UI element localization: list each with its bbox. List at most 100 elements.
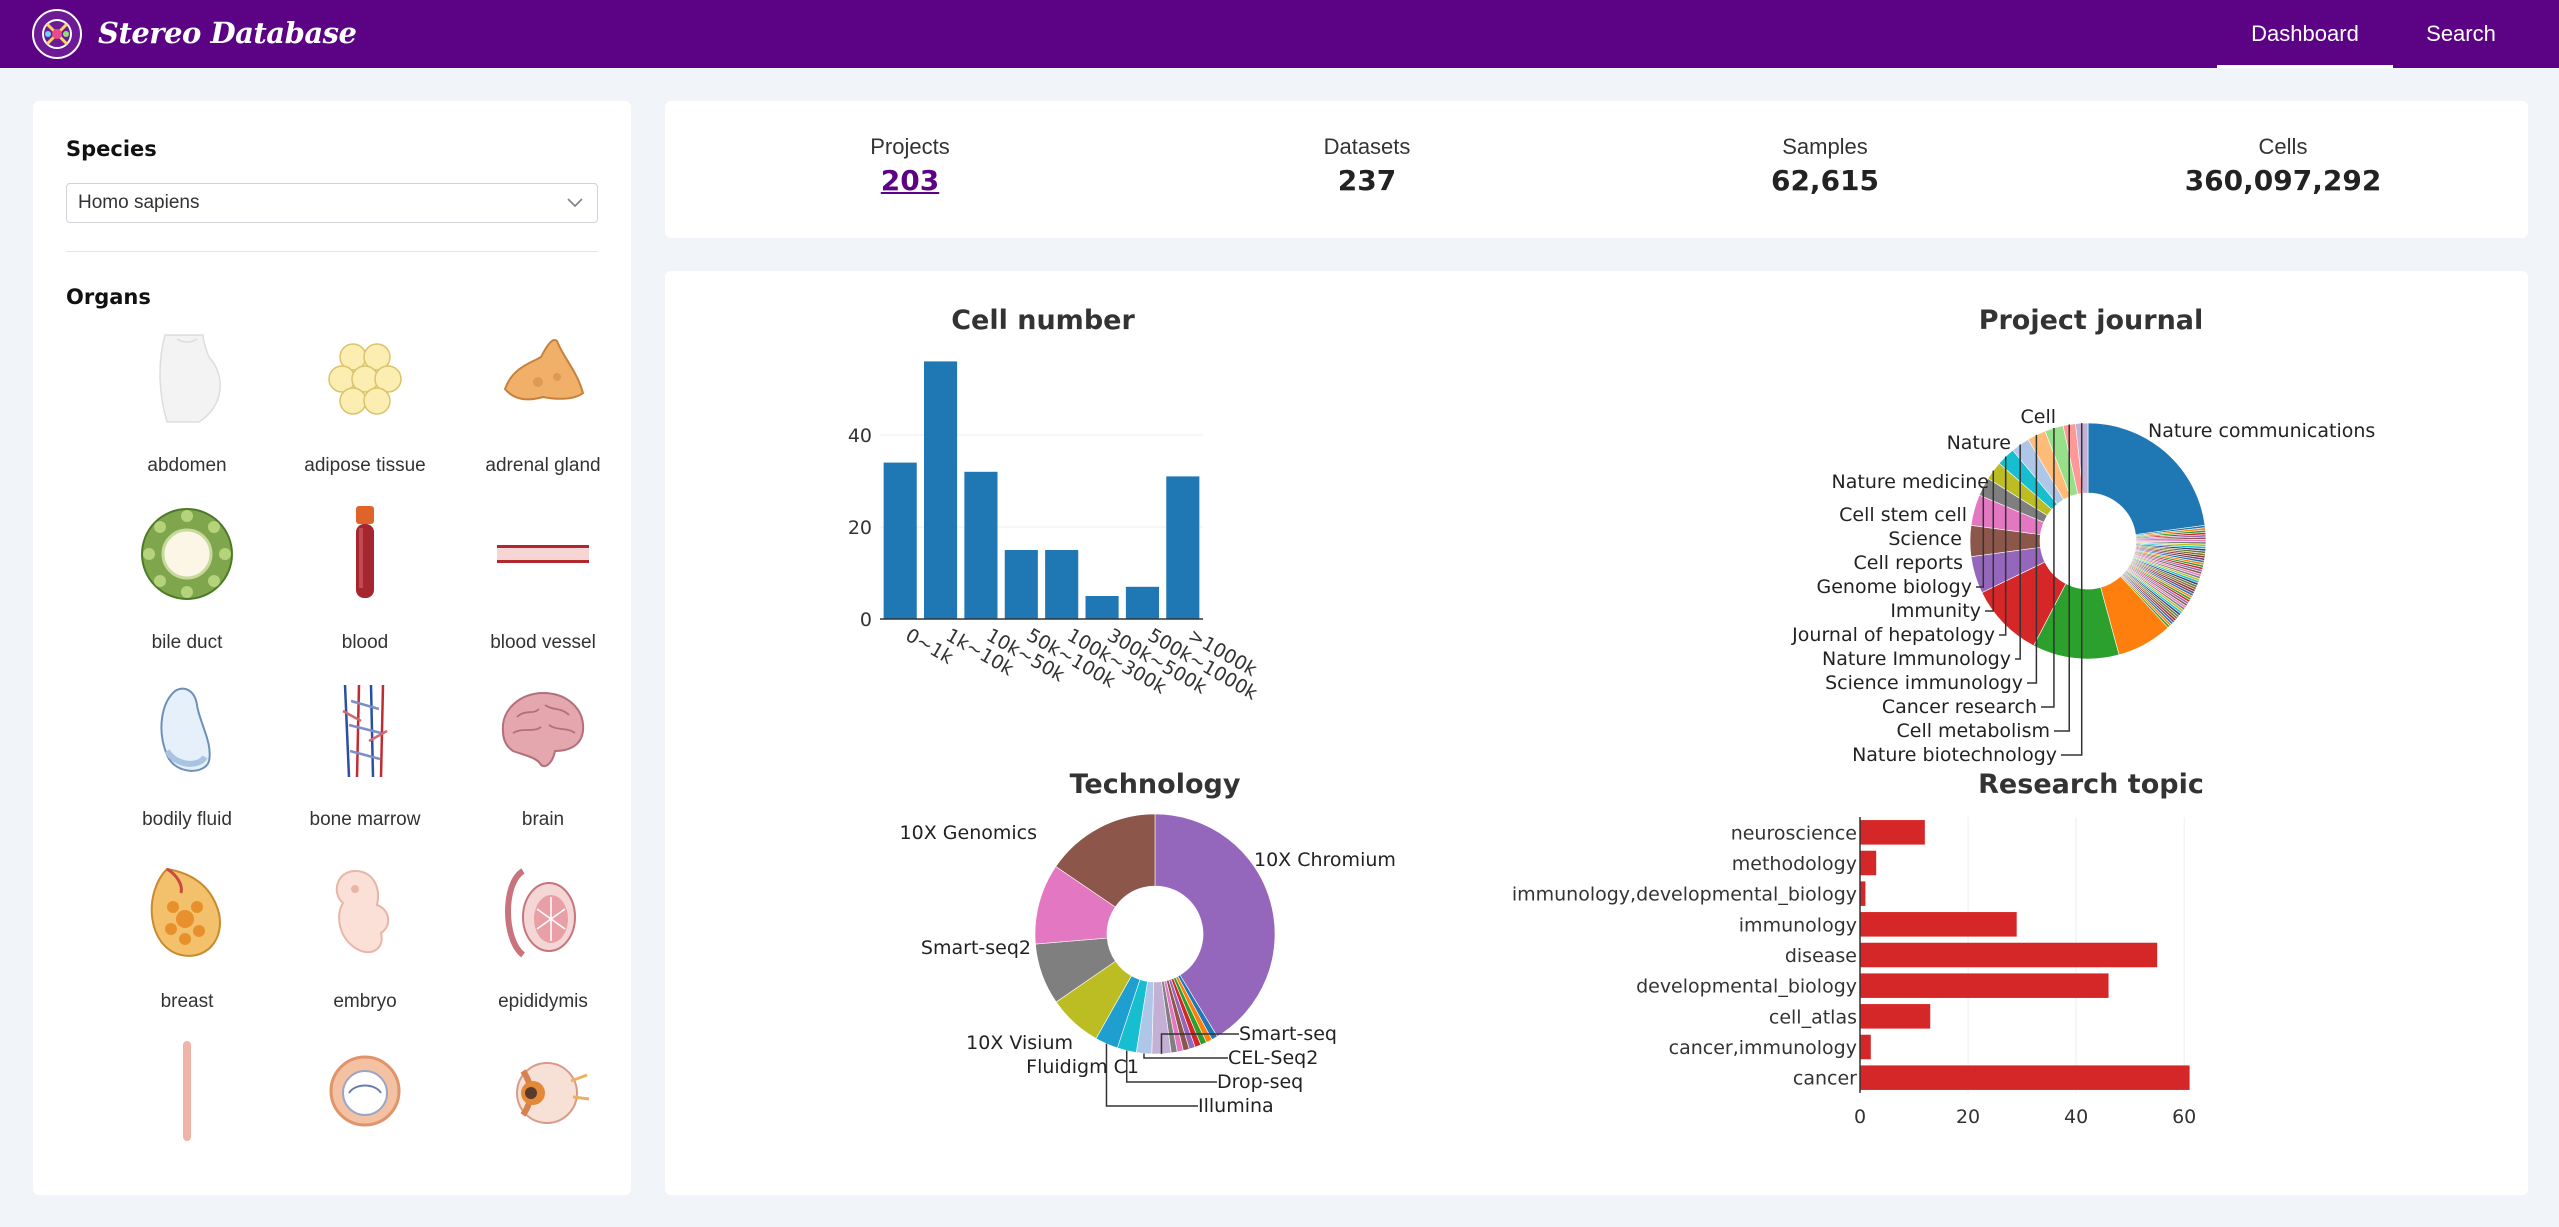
bile-duct-icon (141, 508, 233, 600)
bar-methodology (1860, 850, 1877, 876)
pie-label: Nature biotechnology (1852, 744, 2057, 766)
y-tick-label: 40 (848, 425, 872, 447)
bar-immunology,developmental_biology (1860, 881, 1866, 906)
research-topic-chart: Research topic 0 20 40 60 neuroscience methodo… (1512, 769, 2204, 1128)
bar-neuroscience (1860, 820, 1925, 845)
bar-cancer (1860, 1065, 2190, 1090)
species-title: Species (66, 137, 157, 161)
slice-10X Chromium (1154, 813, 1276, 1037)
breast-icon (150, 867, 221, 957)
pie-label: Fluidigm C1 (1026, 1056, 1139, 1078)
pie-label: Nature (1947, 432, 2011, 454)
organ-adrenal-gland[interactable]: adrenal gland (454, 327, 631, 497)
nav-search[interactable]: Search (2426, 21, 2496, 46)
pie-label: Journal of hepatology (1791, 624, 1995, 646)
y-tick-label: disease (1785, 945, 1857, 967)
species-select[interactable]: Homo sapiens (66, 183, 598, 223)
slice-Nature communications (2087, 422, 2206, 535)
y-tick-label: developmental_biology (1636, 976, 1857, 998)
stat-value: 62,615 (1770, 164, 1880, 197)
stat-samples: Samples 62,615 (1675, 134, 1975, 197)
y-tick-label: cancer (1793, 1068, 1857, 1090)
organ-embryo[interactable]: embryo (276, 863, 454, 1033)
organ-breast[interactable]: breast (98, 863, 276, 1033)
pie-label: CEL-Seq2 (1228, 1047, 1318, 1069)
organ-blood-vessel[interactable]: blood vessel (454, 504, 631, 674)
stat-value: 237 (1337, 164, 1397, 197)
pie-label: Cell metabolism (1897, 720, 2051, 742)
chevron-down-icon (567, 198, 583, 208)
organ-esophagus[interactable] (98, 1041, 276, 1195)
organ-bodily-fluid[interactable]: bodily fluid (98, 681, 276, 851)
organ-eye[interactable] (454, 1041, 631, 1195)
organ-abdomen[interactable]: abdomen (98, 327, 276, 497)
organ-epididymis[interactable]: epididymis (454, 863, 631, 1033)
pie-label: 10X Visium (966, 1032, 1073, 1054)
pie-label: Nature communications (2148, 420, 2375, 442)
slice-10X Genomics (1055, 813, 1156, 908)
bar-50k~100k (1004, 550, 1038, 619)
bar-300k~500k (1085, 596, 1119, 619)
organ-ovary[interactable] (276, 1041, 454, 1195)
bone-marrow-icon (342, 684, 388, 778)
pie-label: Genome biology (1817, 576, 1973, 598)
pie-label: Cancer research (1882, 696, 2037, 718)
y-tick-label: immunology,developmental_biology (1512, 884, 1857, 906)
stat-label: Samples (1782, 134, 1868, 159)
nav-dashboard[interactable]: Dashboard (2217, 0, 2393, 68)
bar-500k~1000k (1125, 586, 1159, 619)
bar-1k~10k (924, 361, 958, 619)
x-tick-label: 0 (1854, 1106, 1866, 1128)
stat-value: 360,097,292 (2184, 164, 2382, 197)
organ-brain[interactable]: brain (454, 681, 631, 851)
leader-line (2015, 444, 2021, 660)
organ-label: embryo (333, 991, 397, 1012)
leader-line (1160, 1033, 1239, 1054)
organ-label: abdomen (147, 455, 227, 476)
stat-label: Projects (870, 134, 950, 159)
abdomen-icon (159, 334, 221, 423)
charts-panel: Cell number 0 20 40 0~1k 1k~10k 10k~50k 50k~100… (665, 271, 2528, 1195)
y-tick-label: 20 (848, 517, 872, 539)
organ-label: bodily fluid (142, 809, 232, 830)
chart-title: Cell number (951, 305, 1135, 336)
organs-title: Organs (66, 285, 151, 309)
organ-bone-marrow[interactable]: bone marrow (276, 681, 454, 851)
bar-disease (1860, 942, 2158, 968)
y-tick-label: cancer,immunology (1669, 1037, 1857, 1059)
filter-sidebar: Species Homo sapiens Organs abdomen (33, 101, 631, 1195)
organ-label: bile duct (151, 632, 223, 653)
pie-label: Smart-seq (1239, 1023, 1337, 1045)
stat-cells: Cells 360,097,292 (2133, 134, 2433, 197)
pie-label: Cell reports (1854, 552, 1963, 574)
top-header: Stereo Database Dashboard Search (0, 0, 2559, 68)
y-tick-label: methodology (1732, 853, 1857, 875)
cell-number-chart: Cell number020400~1k1k~10k10k~50k50k~100… (848, 305, 1261, 705)
brand-title[interactable]: Stereo Database (98, 16, 357, 50)
logo-icon[interactable] (32, 9, 82, 59)
pie-label: Science (1888, 528, 1962, 550)
bar-immunology (1860, 912, 2017, 937)
journal-chart: Project journal Nature communications Cell… (1791, 305, 2375, 766)
projects-count-link[interactable]: 203 (880, 164, 940, 197)
organ-bile-duct[interactable]: bile duct (98, 504, 276, 674)
organ-blood[interactable]: blood (276, 504, 454, 674)
pie-label: Science immunology (1825, 672, 2023, 694)
leader-line (1985, 470, 1995, 612)
charts-canvas: Cell number020400~1k1k~10k10k~50k50k~100… (848, 305, 2376, 1128)
species-selected-value: Homo sapiens (78, 192, 200, 213)
leader-line (2054, 424, 2070, 732)
organ-adipose-tissue[interactable]: adipose tissue (276, 327, 454, 497)
organ-label: epididymis (498, 991, 588, 1012)
embryo-icon (335, 869, 390, 954)
x-tick-label: 40 (2064, 1106, 2088, 1128)
pie-label: Cell (2020, 406, 2056, 428)
bar-100k~300k (1045, 550, 1079, 619)
sidebar-divider (66, 251, 598, 252)
brain-icon (501, 691, 585, 767)
y-tick-label: 0 (860, 609, 872, 631)
pie-label: Cell stem cell (1839, 504, 1967, 526)
summary-stats: Projects 203 Datasets 237 Samples 62,615… (665, 101, 2528, 238)
stat-projects: Projects 203 (760, 134, 1060, 197)
stat-label: Datasets (1323, 134, 1411, 159)
